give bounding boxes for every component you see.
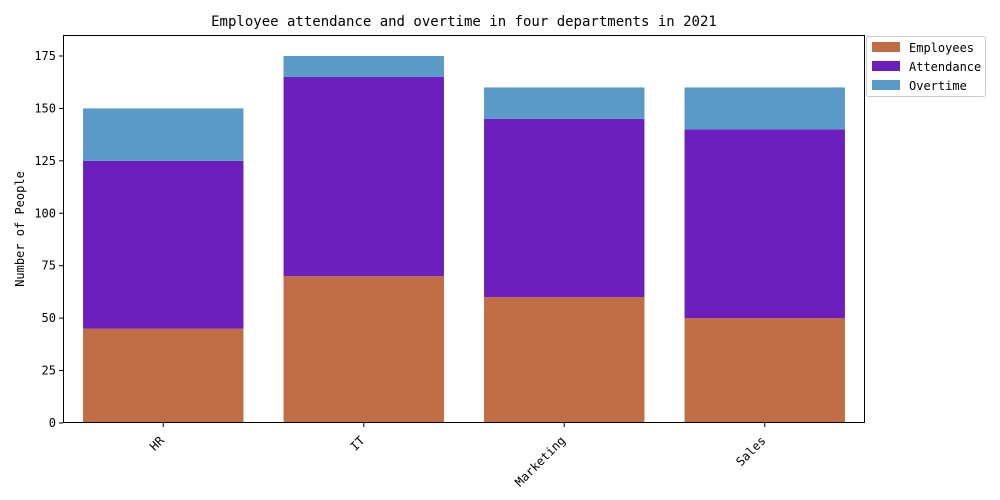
bar-overtime-marketing (484, 87, 645, 119)
bar-attendance-it (283, 76, 444, 277)
y-tick-label: 50 (42, 311, 56, 325)
y-tick-label: 150 (34, 101, 56, 115)
x-axis: HR IT Marketing Sales (147, 423, 769, 489)
y-tick-label: 75 (42, 259, 56, 273)
y-tick-label: 25 (42, 364, 56, 378)
bar-overtime-it (283, 55, 444, 77)
bars-layer (83, 55, 845, 423)
legend-label-overtime: Overtime (909, 79, 967, 93)
bar-employees-hr (83, 328, 244, 423)
y-tick-label: 0 (49, 416, 56, 430)
x-tick-label-hr: HR (147, 433, 168, 454)
legend-swatch-attendance (872, 61, 900, 71)
legend-label-employees: Employees (909, 41, 974, 55)
bar-employees-it (283, 276, 444, 423)
plot-frame (63, 35, 865, 423)
x-tick-label-sales: Sales (733, 433, 768, 468)
legend-label-attendance: Attendance (909, 60, 981, 74)
legend-swatch-overtime (872, 80, 900, 90)
y-tick-label: 175 (34, 49, 56, 63)
y-axis: 0 25 50 75 100 125 150 175 (34, 49, 63, 430)
chart-title: Employee attendance and overtime in four… (211, 14, 717, 30)
bar-attendance-hr (83, 160, 244, 329)
x-tick-label-it: IT (348, 433, 368, 453)
legend: Employees Attendance Overtime (866, 36, 986, 97)
x-tick-label-marketing: Marketing (512, 433, 568, 489)
y-tick-label: 125 (34, 154, 56, 168)
bar-overtime-sales (684, 87, 845, 130)
bar-employees-sales (684, 318, 845, 423)
bar-attendance-marketing (484, 118, 645, 298)
legend-swatch-employees (872, 42, 900, 52)
bar-overtime-hr (83, 108, 244, 161)
bar-attendance-sales (684, 129, 845, 319)
y-axis-label: Number of People (13, 171, 27, 287)
y-tick-label: 100 (34, 206, 56, 220)
bar-employees-marketing (484, 297, 645, 423)
